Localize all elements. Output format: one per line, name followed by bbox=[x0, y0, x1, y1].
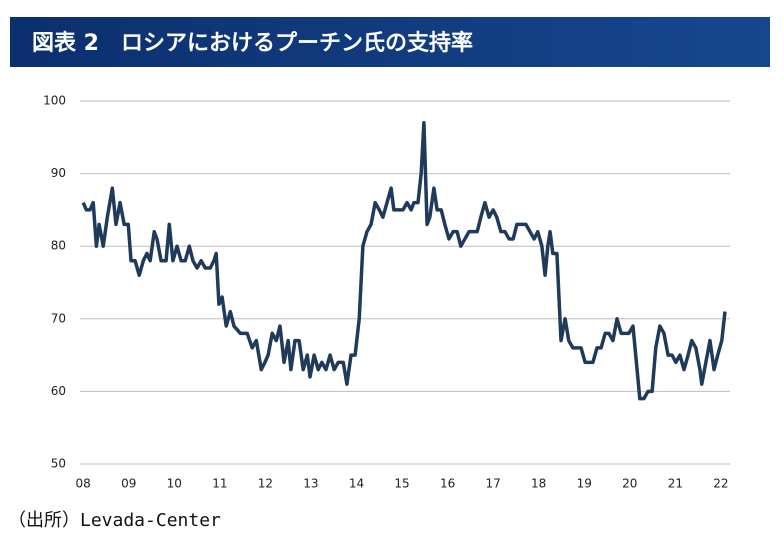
x-tick-label: 20 bbox=[622, 477, 637, 491]
y-tick-label: 90 bbox=[51, 166, 66, 180]
title-banner bbox=[10, 17, 770, 67]
data-line bbox=[81, 121, 727, 401]
x-tick-label: 22 bbox=[713, 477, 728, 491]
x-tick-label: 09 bbox=[121, 477, 136, 491]
x-tick-label: 10 bbox=[167, 477, 182, 491]
chart-title: 図表 2 ロシアにおけるプーチン氏の支持率 bbox=[32, 30, 473, 56]
plot-area: 50 60 70 80 90 100 08 09 10 11 12 13 14 15 16 17 18 19 20 2… bbox=[43, 94, 730, 491]
y-tick-label: 50 bbox=[51, 457, 66, 471]
source: （出所）Levada-Center bbox=[8, 510, 221, 531]
y-tick-label: 70 bbox=[51, 311, 66, 325]
x-tick-label: 16 bbox=[440, 477, 455, 491]
x-tick-label: 13 bbox=[303, 477, 318, 491]
x-tick-label: 21 bbox=[668, 477, 683, 491]
x-tick-label: 14 bbox=[349, 477, 364, 491]
y-tick-label: 80 bbox=[51, 239, 66, 253]
x-tick-label: 08 bbox=[76, 477, 91, 491]
x-tick-label: 19 bbox=[577, 477, 592, 491]
x-tick-label: 12 bbox=[258, 477, 273, 491]
x-tick-label: 18 bbox=[531, 477, 546, 491]
x-tick-label: 17 bbox=[485, 477, 500, 491]
x-tick-label: 15 bbox=[394, 477, 409, 491]
y-tick-label: 60 bbox=[51, 384, 66, 398]
y-tick-label: 100 bbox=[43, 94, 66, 108]
x-tick-label: 11 bbox=[212, 477, 227, 491]
